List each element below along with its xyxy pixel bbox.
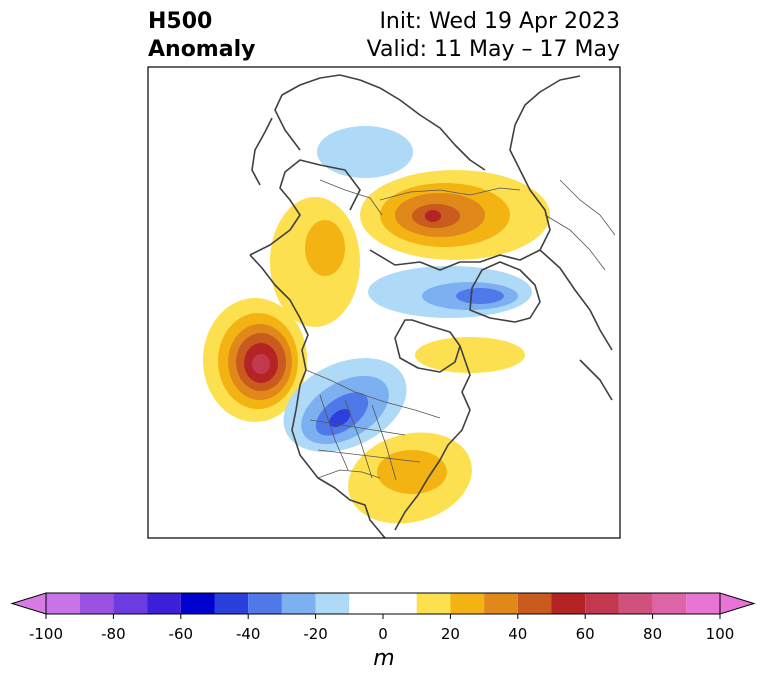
- colorbar-tick-label: -100: [29, 625, 63, 643]
- colorbar-tick-label: 100: [706, 625, 735, 643]
- colorbar-tick-label: 80: [643, 625, 662, 643]
- anomaly-western-us-trough: [283, 358, 407, 452]
- colorbar-bin: [248, 593, 282, 614]
- border-us-canada: [305, 369, 441, 419]
- title-field: Anomaly: [148, 37, 256, 62]
- colorbar-bin: [416, 593, 451, 614]
- coast-africa: [579, 359, 613, 401]
- colorbar-bin: [484, 593, 518, 614]
- colorbar-tick-label: -20: [303, 625, 328, 643]
- colorbar-segments: [46, 593, 720, 614]
- colorbar-extend-high: [719, 592, 756, 615]
- colorbar-tick-label: -40: [236, 625, 261, 643]
- colorbar-bin: [450, 593, 485, 614]
- border-us-states-5: [317, 449, 421, 463]
- anomaly-western-canada-ridge: [270, 197, 360, 327]
- coastlines: [249, 74, 613, 538]
- colorbar-tick-label: -80: [101, 625, 126, 643]
- coast-alaska: [249, 159, 361, 256]
- colorbar-bin: [281, 593, 316, 614]
- title-variable: H500: [148, 9, 213, 34]
- colorbar-bin: [618, 593, 653, 614]
- border-us-states-1: [319, 394, 349, 471]
- anomaly-northeast-pacific-ridge: [203, 298, 307, 422]
- coast-japan: [251, 117, 273, 186]
- border-europe-1: [544, 214, 606, 271]
- title-right: Init: Wed 19 Apr 2023 Valid: 11 May – 17…: [367, 8, 620, 64]
- colorbar-tick-label: -60: [169, 625, 194, 643]
- anomaly-east-asia-trough: [317, 126, 413, 178]
- colorbar-bin: [79, 593, 114, 614]
- colorbar-bin: [652, 593, 687, 614]
- border-central-asia: [319, 179, 383, 216]
- anomaly-fills: [203, 126, 550, 524]
- coast-north-america-east: [394, 345, 471, 531]
- title-left: H500 Anomaly: [148, 8, 255, 64]
- border-us-states-2: [344, 399, 373, 479]
- anomaly-hudson-bay-ridge: [415, 337, 525, 373]
- anomaly-arctic-trough: [368, 266, 532, 318]
- coast-east-asia: [274, 74, 486, 171]
- coast-north-america-west: [249, 254, 386, 538]
- colorbar-bin: [551, 593, 586, 614]
- colorbar-tick-label: 40: [508, 625, 527, 643]
- colorbar-bin: [147, 593, 181, 614]
- colorbar-ticks: -100 -80 -60 -40 -20 0 20 40 60 80 100: [29, 614, 734, 643]
- coast-europe: [539, 249, 613, 351]
- coast-greenland: [469, 261, 541, 323]
- border-us-states-3: [371, 404, 397, 481]
- colorbar-bin: [517, 593, 552, 614]
- map-frame: [147, 66, 621, 539]
- colorbar-bin: [180, 593, 215, 614]
- coast-hudson-bay: [394, 319, 461, 373]
- colorbar-units: m: [373, 646, 395, 671]
- anomaly-eastern-us-ridge: [348, 432, 472, 524]
- colorbar-bin: [686, 593, 720, 614]
- coast-siberia: [369, 75, 581, 271]
- colorbar-bin: [46, 593, 80, 614]
- border-europe-2: [559, 179, 616, 236]
- border-us-states-4: [309, 419, 406, 436]
- colorbar-bin: [214, 593, 249, 614]
- colorbar-tick-label: 0: [378, 625, 388, 643]
- border-russia-china: [379, 187, 521, 201]
- colorbar-bin: [315, 593, 350, 614]
- colorbar-bin: [585, 593, 619, 614]
- init-date: Init: Wed 19 Apr 2023: [379, 9, 620, 34]
- colorbar-bin: [349, 593, 417, 614]
- colorbar-bin: [113, 593, 148, 614]
- colorbar-tick-label: 20: [441, 625, 460, 643]
- country-borders: [305, 179, 616, 481]
- colorbar-tick-label: 60: [576, 625, 595, 643]
- valid-range: Valid: 11 May – 17 May: [366, 37, 620, 62]
- colorbar-extend-low: [10, 592, 47, 615]
